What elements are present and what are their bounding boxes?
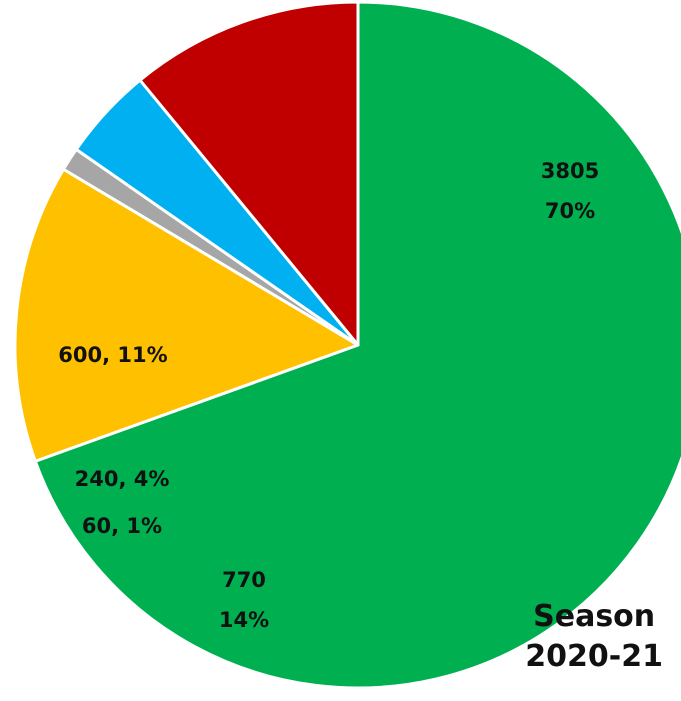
slice-label-240: 240, 4% — [75, 467, 170, 491]
chart-title: Season 2020-21 — [525, 597, 663, 677]
slice-label-line: 3805 — [541, 159, 599, 183]
slice-label-line: 14% — [219, 608, 269, 632]
chart-title-line2: 2020-21 — [525, 639, 663, 674]
slice-label-line: 770 — [222, 568, 266, 592]
slice-label-line: 600, 11% — [58, 343, 167, 367]
slice-label-line: 240, 4% — [75, 467, 170, 491]
slice-label-60: 60, 1% — [82, 514, 162, 538]
pie-slice-labels: 3805 70% 770 14% 60, 1% 240, 4% 600, 11% — [58, 159, 599, 632]
pie-slice-770 — [13, 167, 360, 463]
slice-label-600: 600, 11% — [58, 343, 167, 367]
pie-slice-600 — [138, 0, 360, 347]
slice-label-770: 770 14% — [219, 568, 269, 632]
chart-title-line1: Season — [533, 599, 656, 634]
slice-label-line: 60, 1% — [82, 514, 162, 538]
pie-slices — [13, 0, 681, 690]
slice-label-line: 70% — [545, 199, 595, 223]
slice-label-3805: 3805 70% — [541, 159, 599, 223]
